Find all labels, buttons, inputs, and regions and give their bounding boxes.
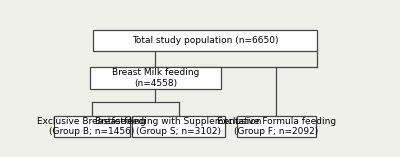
Text: Total study population (n=6650): Total study population (n=6650) bbox=[132, 36, 278, 45]
Bar bbox=[237, 116, 316, 137]
Text: Exclusive Breastfeeding
(Group B; n=1456): Exclusive Breastfeeding (Group B; n=1456… bbox=[38, 117, 146, 136]
Bar bbox=[54, 116, 130, 137]
Text: Breast Milk feeding
(n=4558): Breast Milk feeding (n=4558) bbox=[112, 68, 199, 88]
Bar bbox=[94, 30, 317, 51]
Text: Exclusive Formula feeding
(Group F; n=2092): Exclusive Formula feeding (Group F; n=20… bbox=[217, 117, 336, 136]
Bar bbox=[90, 67, 220, 89]
Text: Breastfeeding with Supplementation
(Group S; n=3102): Breastfeeding with Supplementation (Grou… bbox=[96, 117, 262, 136]
Bar bbox=[132, 116, 225, 137]
